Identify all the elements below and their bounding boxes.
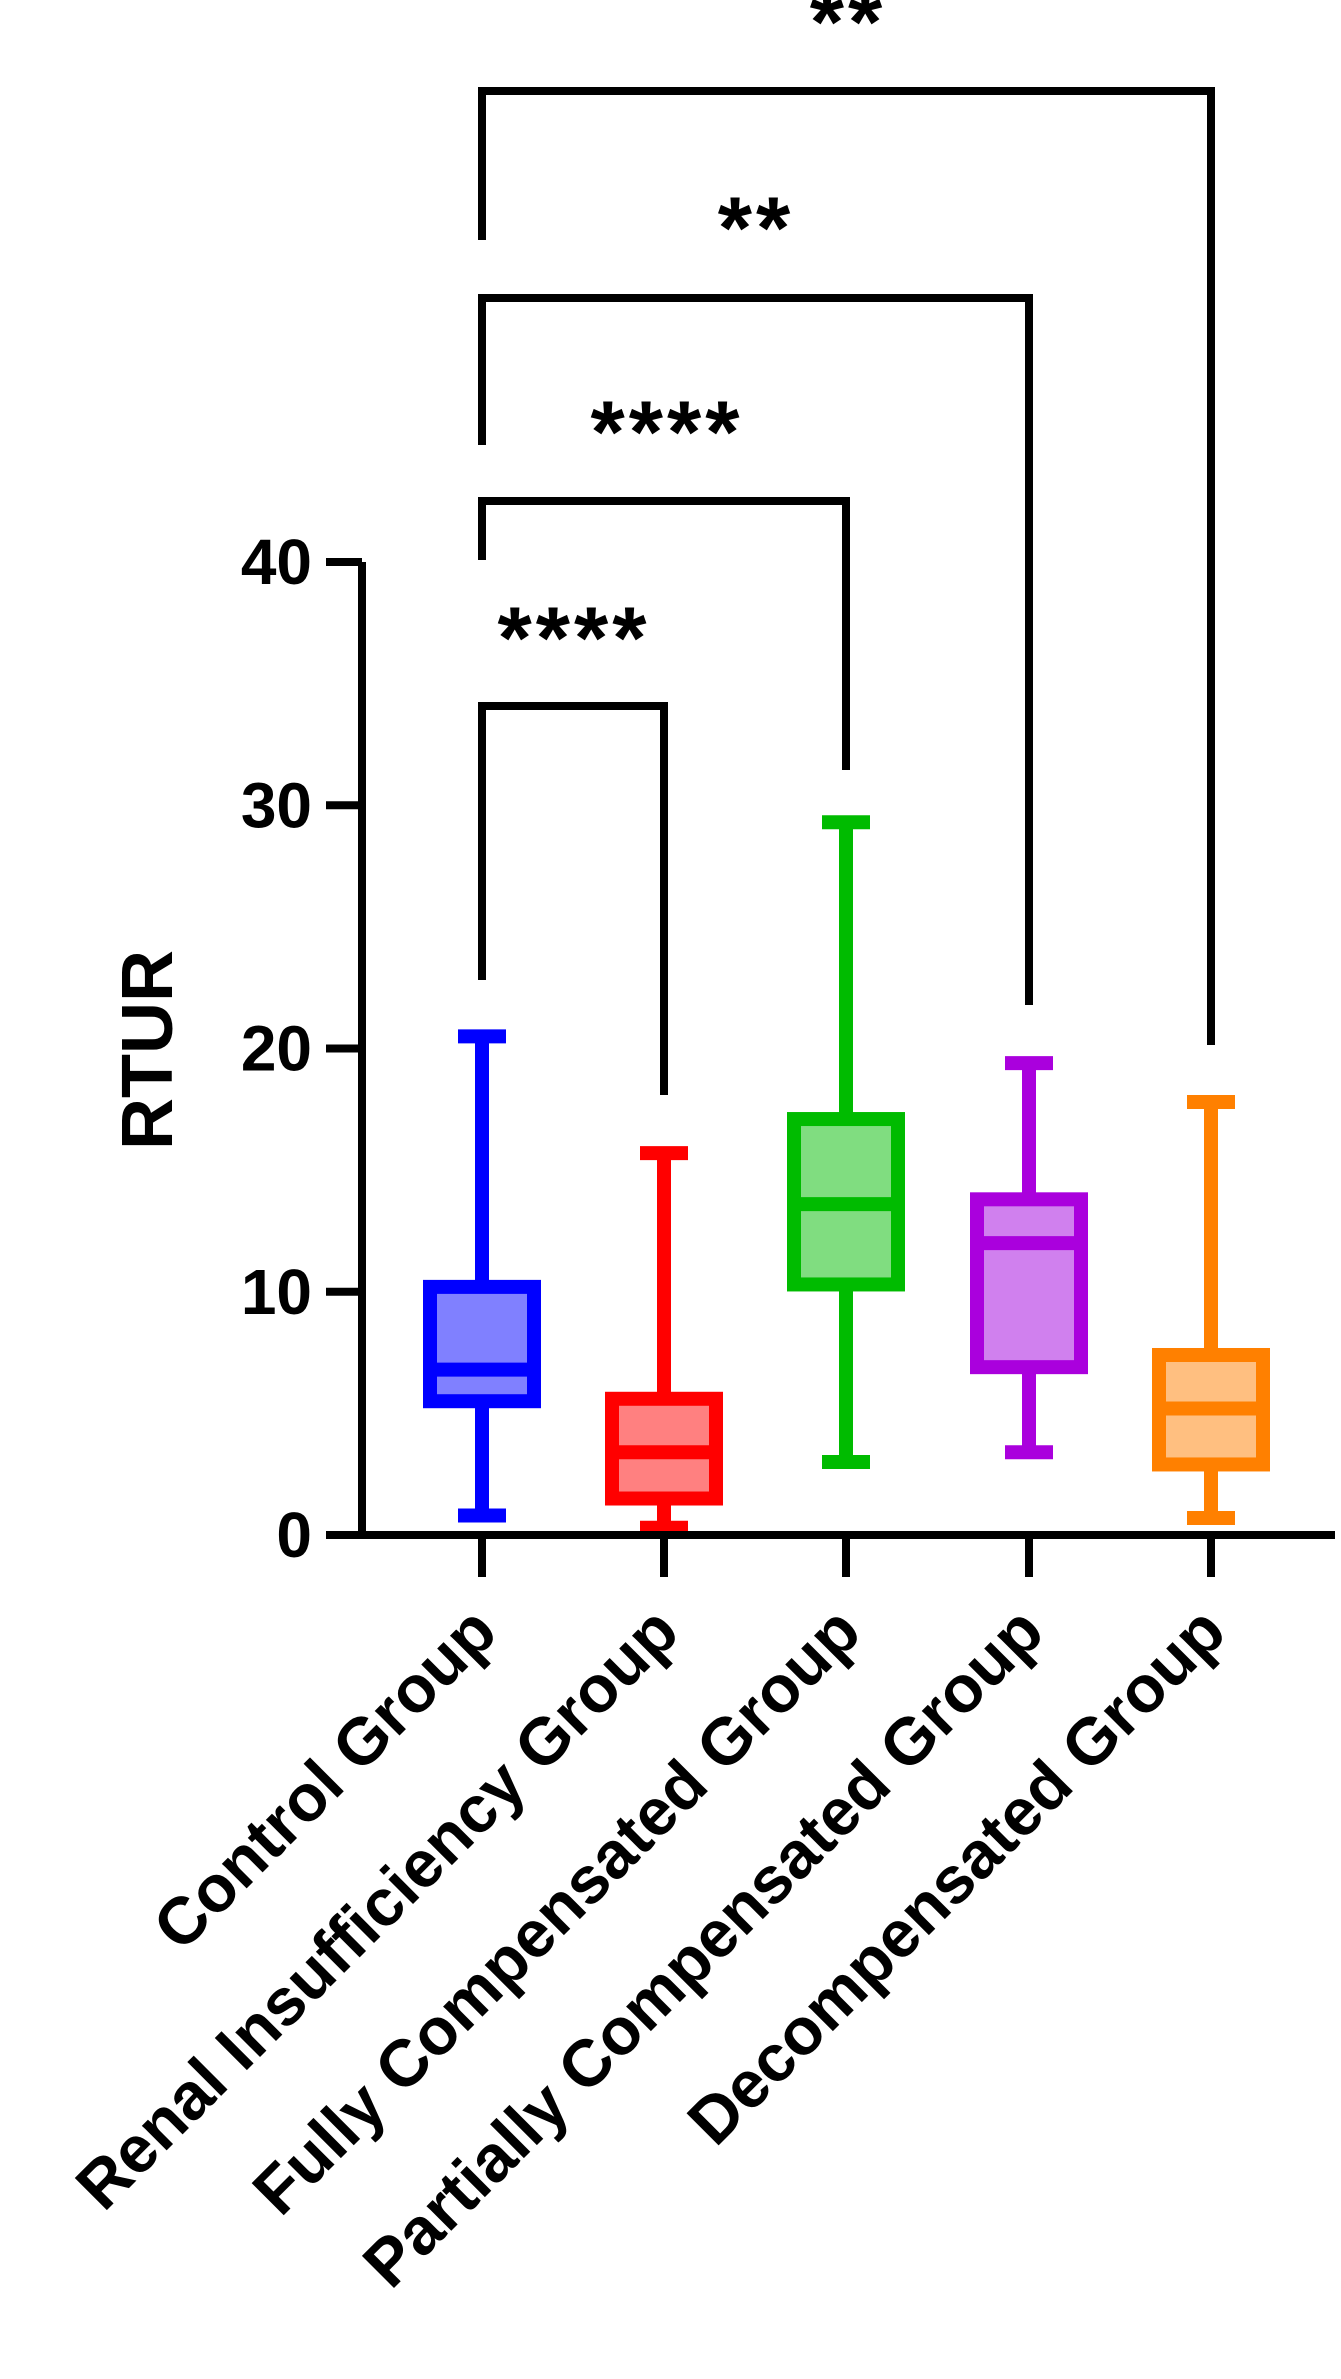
box-1 [423, 1029, 541, 1523]
significance-bracket-4 [478, 87, 1215, 1045]
significance-label-4: ** [810, 0, 887, 71]
significance-bracket-1 [478, 702, 668, 1095]
significance-brackets: ************ [478, 0, 1215, 1095]
significance-label-2: **** [591, 382, 744, 481]
significance-label-1: **** [498, 588, 651, 687]
box-3 [787, 815, 905, 1470]
y-tick-label: 40 [241, 526, 312, 598]
y-tick-label: 0 [276, 1499, 312, 1571]
box-series [423, 815, 1270, 1535]
box-5 [1152, 1095, 1270, 1525]
box-4 [970, 1056, 1088, 1460]
axes [326, 558, 1335, 1577]
box-2 [605, 1146, 723, 1535]
significance-label-3: ** [718, 178, 795, 277]
y-tick-label: 10 [241, 1256, 312, 1328]
y-tick-label: 20 [241, 1013, 312, 1085]
y-tick-label: 30 [241, 769, 312, 841]
box-body [970, 1192, 1088, 1375]
y-axis-title: RTUR [108, 950, 188, 1150]
significance-bracket-2 [478, 497, 850, 770]
significance-bracket-3 [478, 294, 1033, 1005]
box-body [423, 1279, 541, 1409]
